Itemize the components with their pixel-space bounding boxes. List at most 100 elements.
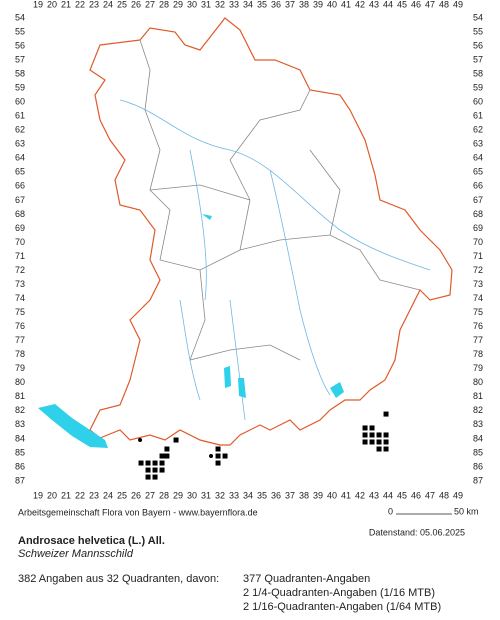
row-label: 63 — [473, 139, 483, 149]
row-label: 74 — [15, 293, 25, 303]
column-label: 37 — [285, 490, 295, 500]
rivers — [119, 99, 431, 421]
row-label: 83 — [473, 419, 483, 429]
breakdown: 2 1/4-Quadranten-Angaben (1/16 MTB) — [243, 587, 435, 599]
row-label: 54 — [473, 12, 483, 22]
column-label: 34 — [243, 490, 253, 500]
column-label: 22 — [75, 490, 85, 500]
common-name: Schweizer Mannsschild — [18, 548, 134, 560]
row-label: 67 — [473, 195, 483, 205]
column-label: 42 — [355, 490, 365, 500]
column-label: 20 — [47, 0, 57, 9]
lake-ammersee — [224, 366, 231, 388]
occurrence-square — [145, 460, 151, 466]
row-label: 68 — [473, 209, 483, 219]
column-label: 36 — [271, 0, 281, 9]
state-border — [89, 17, 453, 446]
occurrence-square — [362, 439, 368, 445]
column-label: 19 — [33, 0, 43, 9]
row-label: 59 — [473, 83, 483, 93]
column-label: 38 — [299, 0, 309, 9]
column-label: 32 — [215, 490, 225, 500]
row-label: 71 — [473, 251, 483, 261]
column-label: 35 — [257, 490, 267, 500]
column-label: 46 — [411, 0, 421, 9]
occurrence-square — [376, 439, 382, 445]
column-label: 36 — [271, 490, 281, 500]
column-label: 46 — [411, 490, 421, 500]
row-label: 66 — [473, 181, 483, 191]
row-label: 71 — [15, 251, 25, 261]
occurrence-square — [215, 446, 221, 452]
row-label: 61 — [473, 111, 483, 121]
occurrence-square — [362, 432, 368, 438]
occurrence-square — [164, 453, 170, 459]
row-label: 87 — [473, 475, 483, 485]
occurrence-square — [138, 460, 144, 466]
occurrence-dot — [138, 438, 143, 443]
grid-labels: 19 19 20 20 21 21 22 22 23 23 24 24 25 25 26 26 27 27 28 28… — [15, 0, 483, 500]
row-label: 84 — [473, 433, 483, 443]
lake-chiemsee — [330, 382, 344, 398]
column-label: 40 — [327, 0, 337, 9]
row-label: 77 — [473, 335, 483, 345]
row-label: 72 — [15, 265, 25, 275]
column-label: 29 — [173, 490, 183, 500]
column-label: 39 — [313, 490, 323, 500]
occurrences — [138, 411, 389, 480]
occurrence-square — [383, 446, 389, 452]
column-label: 23 — [89, 490, 99, 500]
date: Datenstand: 05.06.2025 — [369, 527, 465, 537]
column-label: 39 — [313, 0, 323, 9]
column-label: 31 — [201, 490, 211, 500]
credit: Arbeitsgemeinschaft Flora von Bayern - w… — [18, 507, 258, 517]
row-label: 65 — [473, 167, 483, 177]
column-label: 34 — [243, 0, 253, 9]
row-label: 68 — [15, 209, 25, 219]
species: Androsace helvetica (L.) All. — [18, 535, 165, 547]
occurrence-square — [222, 453, 228, 459]
column-label: 38 — [299, 490, 309, 500]
occurrence-square — [164, 446, 170, 452]
occurrence-square — [376, 432, 382, 438]
row-label: 83 — [15, 419, 25, 429]
row-label: 62 — [473, 125, 483, 135]
column-label: 26 — [131, 490, 141, 500]
row-label: 74 — [473, 293, 483, 303]
row-label: 80 — [15, 377, 25, 387]
row-label: 85 — [15, 447, 25, 457]
column-label: 24 — [103, 490, 113, 500]
scale-end: 50 km — [454, 506, 479, 516]
row-label: 82 — [15, 405, 25, 415]
column-label: 41 — [341, 490, 351, 500]
column-label: 25 — [117, 490, 127, 500]
row-label: 87 — [15, 475, 25, 485]
occurrence-square — [383, 432, 389, 438]
row-label: 69 — [473, 223, 483, 233]
breakdown: 2 1/16-Quadranten-Angaben (1/64 MTB) — [243, 601, 441, 613]
column-label: 30 — [187, 0, 197, 9]
row-label: 82 — [473, 405, 483, 415]
column-label: 49 — [453, 490, 463, 500]
column-label: 22 — [75, 0, 85, 9]
row-label: 65 — [15, 167, 25, 177]
row-label: 73 — [473, 279, 483, 289]
row-label: 70 — [473, 237, 483, 247]
row-label: 58 — [473, 68, 483, 78]
summary: 382 Angaben aus 32 Quadranten, davon: — [18, 573, 219, 585]
occurrence-square — [152, 474, 158, 480]
row-label: 77 — [15, 335, 25, 345]
row-label: 57 — [473, 54, 483, 64]
column-label: 26 — [131, 0, 141, 9]
column-label: 35 — [257, 0, 267, 9]
scale-start: 0 — [388, 506, 393, 516]
row-label: 58 — [15, 68, 25, 78]
column-label: 49 — [453, 0, 463, 9]
row-label: 57 — [15, 54, 25, 64]
column-label: 48 — [439, 0, 449, 9]
column-label: 29 — [173, 0, 183, 9]
column-label: 41 — [341, 0, 351, 9]
occurrence-square — [362, 425, 368, 431]
row-label: 81 — [473, 391, 483, 401]
